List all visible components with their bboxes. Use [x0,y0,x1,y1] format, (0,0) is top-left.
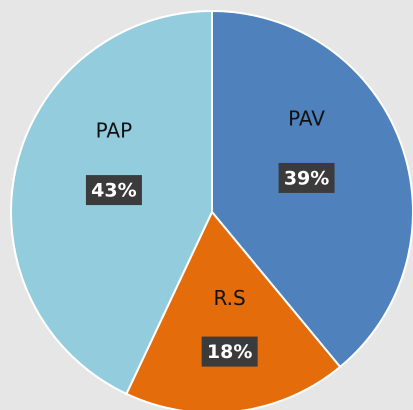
value-label: 43% [91,180,136,202]
label-box [201,336,258,367]
pie-slice [125,210,342,410]
label-box [85,175,142,206]
slice-name: R.S [214,286,246,310]
slice-name: PAP [96,119,133,143]
slice-name: PAV [288,106,325,130]
value-label: 18% [207,341,252,363]
label-box [278,162,335,193]
value-label: 39% [284,167,329,189]
